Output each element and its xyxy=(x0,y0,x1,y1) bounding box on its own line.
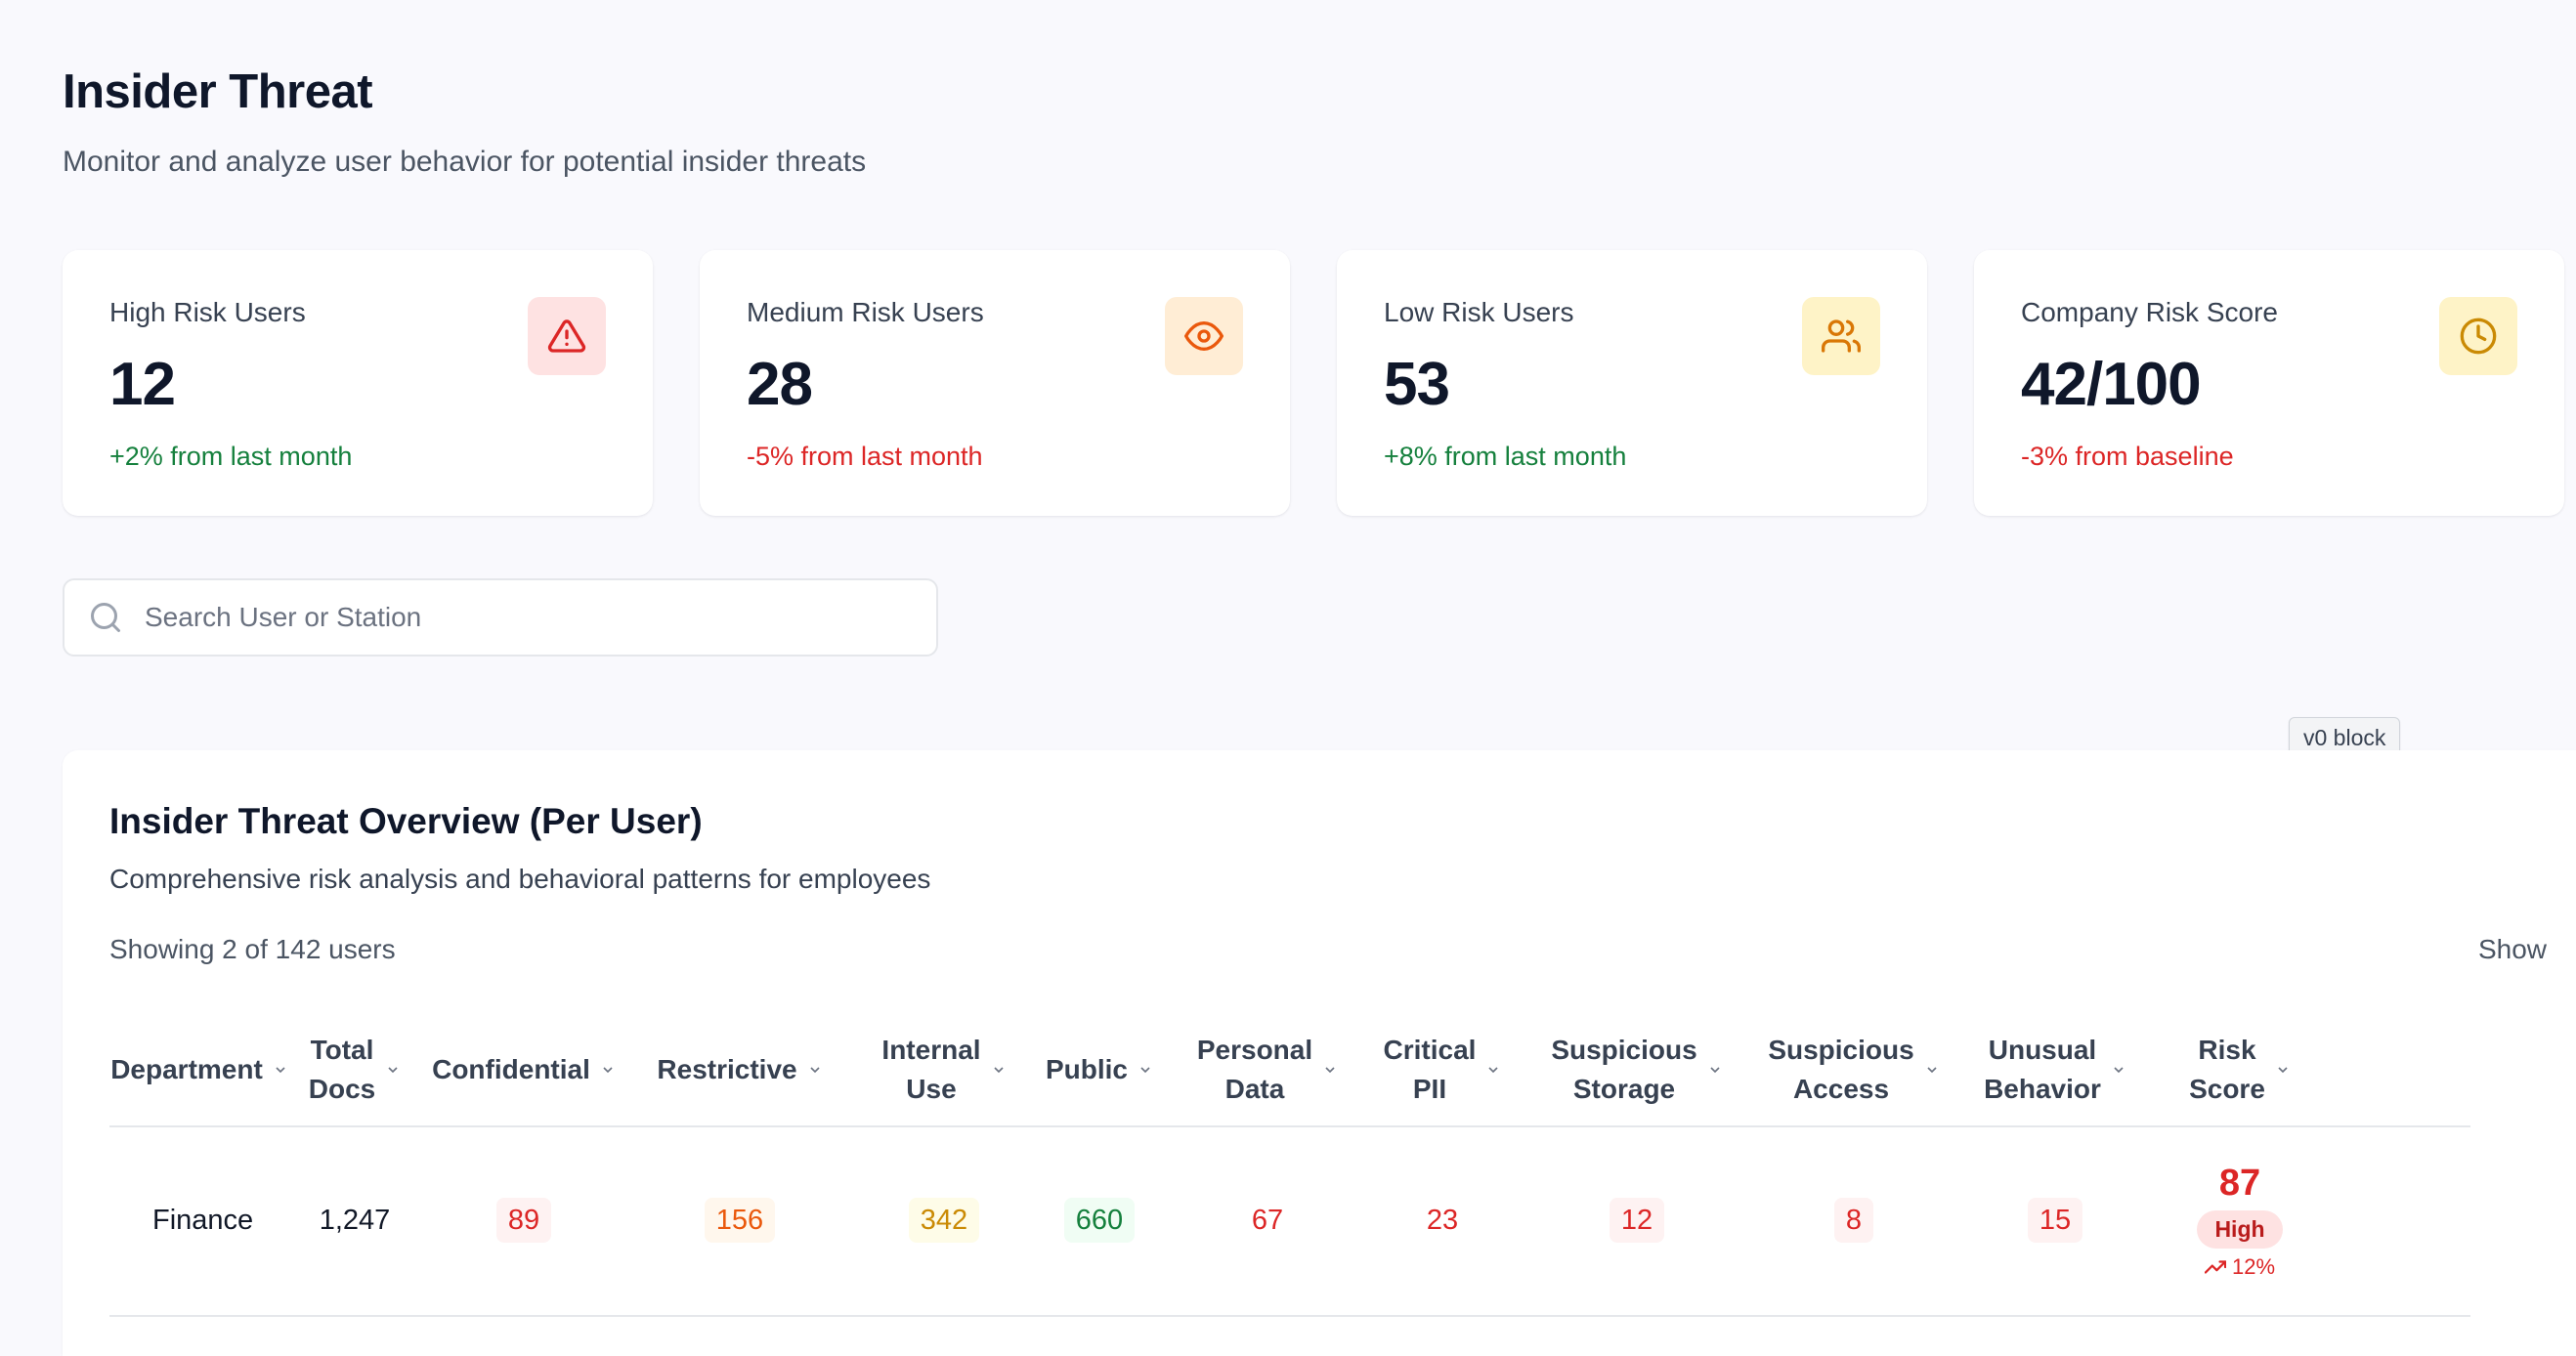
alert-triangle-icon xyxy=(528,297,606,375)
cell-internal-use: 342 xyxy=(876,1125,1012,1315)
column-header-confidential[interactable]: Confidential xyxy=(424,1014,623,1125)
stat-label: Low Risk Users xyxy=(1384,297,1574,327)
cell-unusual-behavior: 15 xyxy=(1962,1125,2148,1315)
stat-change: -3% from baseline xyxy=(2021,442,2234,471)
count-pill: 156 xyxy=(704,1198,776,1243)
risk-trend: 12% xyxy=(2204,1254,2275,1280)
search-input[interactable] xyxy=(143,601,889,634)
count-pill: 15 xyxy=(2027,1198,2083,1243)
table-header: Department Total Docs Confidential Restri… xyxy=(109,1014,2470,1127)
cell-restrictive: 156 xyxy=(637,1125,842,1315)
stat-change: -5% from last month xyxy=(747,442,983,471)
risk-level-badge: High xyxy=(2197,1209,2283,1249)
stat-label: Medium Risk Users xyxy=(747,297,984,327)
chevron-down-icon xyxy=(388,1067,398,1074)
stat-label: High Risk Users xyxy=(109,297,306,327)
stat-change: +8% from last month xyxy=(1384,442,1627,471)
chevron-down-icon xyxy=(1488,1067,1499,1074)
count-pill: 89 xyxy=(495,1198,552,1243)
column-header-suspicious-access[interactable]: Suspicious Access xyxy=(1751,1014,1956,1125)
cell-total-docs: 1,247 xyxy=(319,1204,391,1236)
stat-card-company-risk: Company Risk Score 42/100 -3% from basel… xyxy=(1974,250,2564,516)
column-header-personal-data[interactable]: Personal Data xyxy=(1184,1014,1351,1125)
table-row[interactable]: Finance 1,247 89 156 342 660 67 23 12 8 … xyxy=(109,1125,2470,1317)
column-header-restrictive[interactable]: Restrictive xyxy=(637,1014,842,1125)
cell-critical-pii: 23 xyxy=(1426,1204,1459,1236)
users-icon xyxy=(1802,297,1880,375)
stats-row: High Risk Users 12 +2% from last month M… xyxy=(63,250,2564,516)
show-button[interactable]: Show xyxy=(2477,934,2547,964)
risk-score-value: 87 xyxy=(2218,1162,2261,1204)
count-pill: 660 xyxy=(1063,1198,1136,1243)
stat-value: 28 xyxy=(747,351,813,418)
stat-card-high-risk: High Risk Users 12 +2% from last month xyxy=(63,250,653,516)
chevron-down-icon xyxy=(993,1067,1004,1074)
chevron-down-icon xyxy=(1927,1067,1937,1074)
page-title: Insider Threat xyxy=(63,65,373,118)
chevron-down-icon xyxy=(810,1067,820,1074)
column-header-total-docs[interactable]: Total Docs xyxy=(301,1014,408,1125)
clock-icon xyxy=(2439,297,2517,375)
chevron-down-icon xyxy=(2114,1067,2124,1074)
cell-suspicious-storage: 12 xyxy=(1534,1125,1739,1315)
cell-personal-data: 67 xyxy=(1251,1204,1284,1236)
page-subtitle: Monitor and analyze user behavior for po… xyxy=(63,146,867,178)
stat-card-medium-risk: Medium Risk Users 28 -5% from last month xyxy=(700,250,1290,516)
stat-card-low-risk: Low Risk Users 53 +8% from last month xyxy=(1337,250,1927,516)
column-header-department[interactable]: Department xyxy=(109,1014,289,1125)
cell-risk-score: 87 High 12% xyxy=(2162,1125,2318,1315)
cell-confidential: 89 xyxy=(424,1125,623,1315)
stat-label: Company Risk Score xyxy=(2021,297,2278,327)
chevron-down-icon xyxy=(276,1067,285,1074)
column-header-critical-pii[interactable]: Critical PII xyxy=(1364,1014,1521,1125)
search-box[interactable] xyxy=(63,578,938,657)
cell-department: Finance xyxy=(152,1204,254,1236)
column-header-suspicious-storage[interactable]: Suspicious Storage xyxy=(1534,1014,1739,1125)
chevron-down-icon xyxy=(1710,1067,1720,1074)
page-header: Insider Threat Monitor and analyze user … xyxy=(63,61,2564,657)
column-header-public[interactable]: Public xyxy=(1026,1014,1173,1125)
stat-change: +2% from last month xyxy=(109,442,353,471)
count-pill: 12 xyxy=(1609,1198,1665,1243)
stat-value: 42/100 xyxy=(2021,351,2202,418)
eye-icon xyxy=(1165,297,1243,375)
showing-count: Showing 2 of 142 users xyxy=(109,934,396,964)
stat-value: 12 xyxy=(109,351,176,418)
overview-title: Insider Threat Overview (Per User) xyxy=(109,801,703,841)
chevron-down-icon xyxy=(1140,1067,1150,1074)
stat-value: 53 xyxy=(1384,351,1450,418)
cell-public: 660 xyxy=(1026,1125,1173,1315)
chevron-down-icon xyxy=(603,1067,613,1074)
overview-subtitle: Comprehensive risk analysis and behavior… xyxy=(109,864,931,894)
overview-panel: Insider Threat Overview (Per User) Compr… xyxy=(63,750,2576,1356)
cell-suspicious-access: 8 xyxy=(1751,1125,1956,1315)
column-header-internal-use[interactable]: Internal Use xyxy=(876,1014,1012,1125)
column-header-unusual-behavior[interactable]: Unusual Behavior xyxy=(1962,1014,2148,1125)
chevron-down-icon xyxy=(2278,1067,2288,1074)
chevron-down-icon xyxy=(1325,1067,1335,1074)
trending-up-icon xyxy=(2204,1259,2226,1274)
column-header-risk-score[interactable]: Risk Score xyxy=(2162,1014,2318,1125)
count-pill: 8 xyxy=(1833,1198,1874,1243)
count-pill: 342 xyxy=(908,1198,980,1243)
search-icon xyxy=(91,603,120,632)
